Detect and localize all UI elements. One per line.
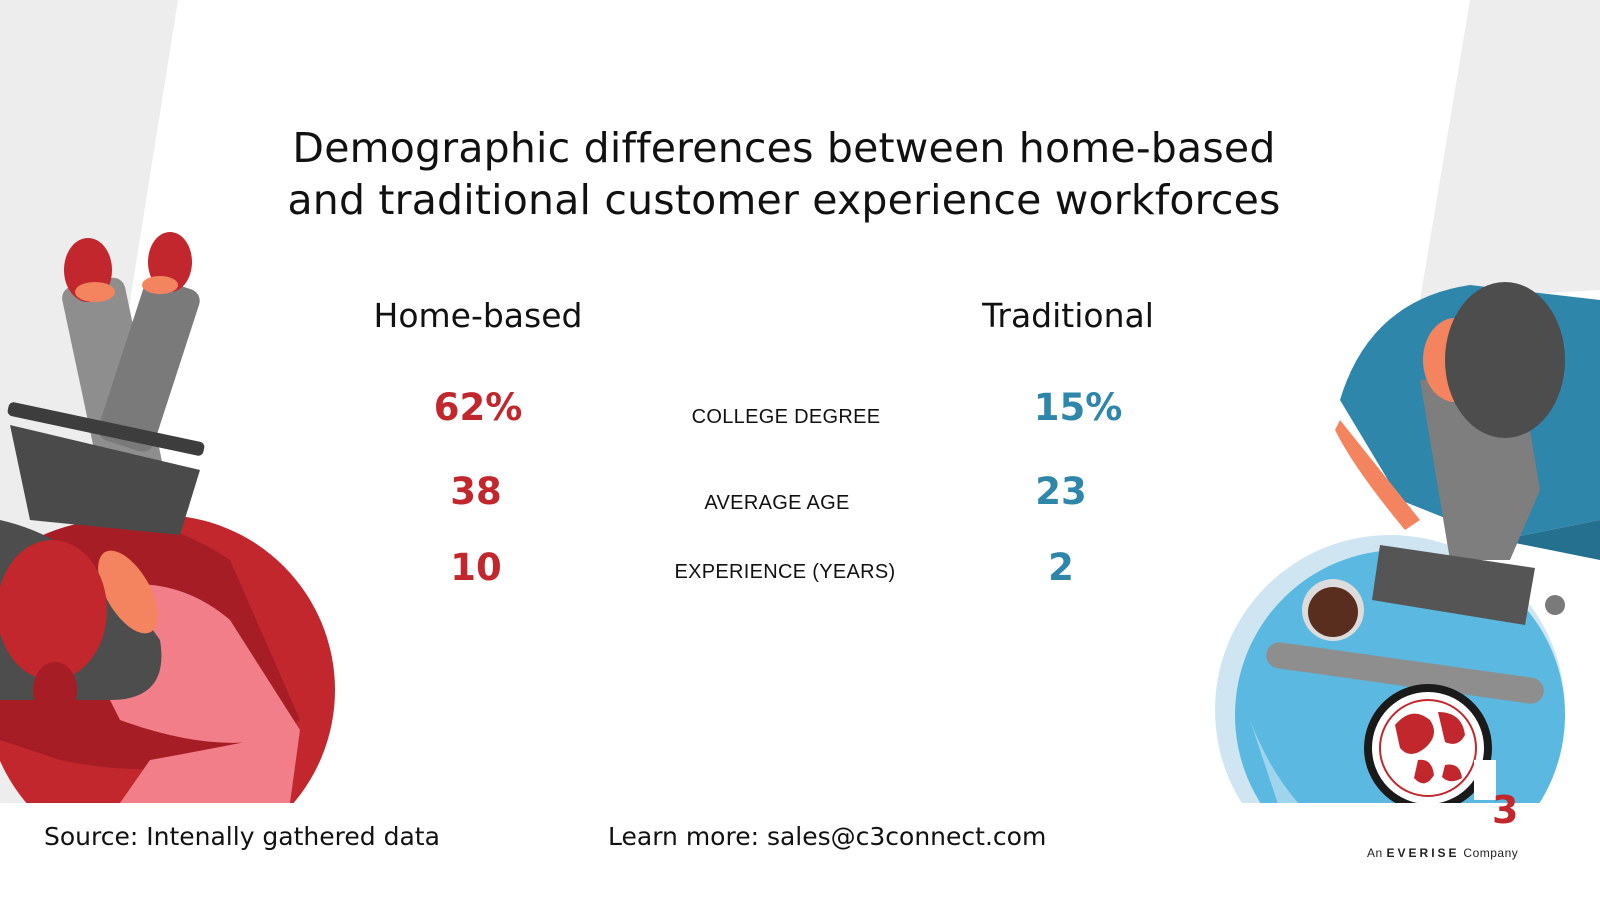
title-line-2: and traditional customer experience work… [287, 176, 1281, 224]
stat-row-college-degree: 62% COLLEGE DEGREE 15% [0, 386, 1600, 446]
metric-label-college-degree: COLLEGE DEGREE [691, 406, 881, 428]
stat-row-average-age: 38 AVERAGE AGE 23 [0, 470, 1600, 530]
home-experience-value: 10 [450, 546, 502, 589]
logo-tagline: An EVERISE Company [1367, 846, 1518, 860]
title-line-1: Demographic differences between home-bas… [292, 124, 1276, 172]
right-gray-band [1420, 0, 1600, 300]
metric-label-average-age: AVERAGE AGE [704, 492, 850, 514]
logo-tag-suffix: Company [1463, 846, 1519, 860]
source-note: Source: Intenally gathered data [44, 822, 440, 851]
traditional-college-degree-value: 15% [1033, 386, 1123, 429]
page-title: Demographic differences between home-bas… [0, 122, 1568, 226]
traditional-column-header: Traditional [982, 296, 1154, 335]
home-based-column-header: Home-based [373, 296, 583, 335]
c3-globe-logo [1364, 684, 1496, 812]
traditional-average-age-value: 23 [1035, 470, 1087, 513]
logo-tag-prefix: An [1367, 846, 1383, 860]
c3-logo-mark: C33 [1492, 788, 1519, 832]
metric-label-experience: EXPERIENCE (YEARS) [674, 561, 896, 583]
home-college-degree-value: 62% [433, 386, 523, 429]
logo-tag-brand: EVERISE [1386, 846, 1460, 860]
traditional-experience-value: 2 [1048, 546, 1074, 589]
person-on-beanbag-illustration [0, 232, 335, 865]
footer-band [0, 803, 1600, 899]
stat-row-experience: 10 EXPERIENCE (YEARS) 2 [0, 546, 1600, 606]
home-average-age-value: 38 [450, 470, 502, 513]
learn-more-contact[interactable]: Learn more: sales@c3connect.com [608, 822, 1047, 851]
